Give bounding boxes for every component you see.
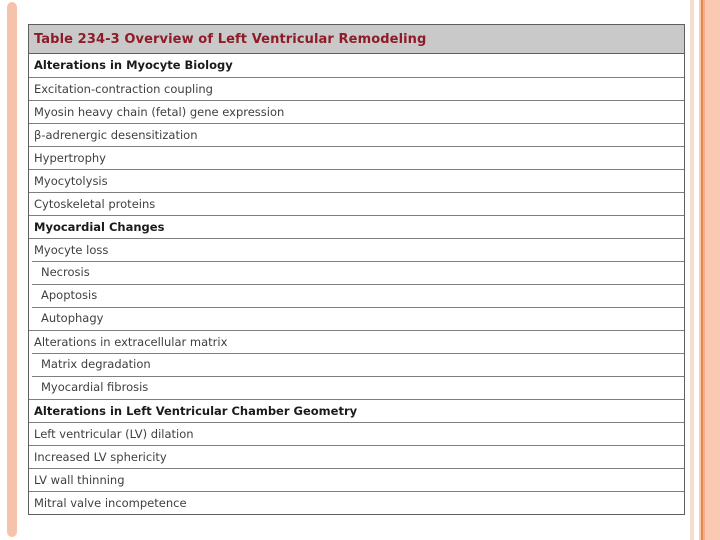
row-label: β-adrenergic desensitization bbox=[34, 128, 198, 142]
row-label: LV wall thinning bbox=[34, 473, 125, 487]
table-row: Myocyte loss bbox=[29, 238, 684, 261]
row-label: Alterations in extracellular matrix bbox=[34, 335, 228, 349]
table-row: Left ventricular (LV) dilation bbox=[29, 422, 684, 445]
table-row: Necrosis bbox=[29, 261, 684, 284]
table-row: Increased LV sphericity bbox=[29, 445, 684, 468]
row-label: Myosin heavy chain (fetal) gene expressi… bbox=[34, 105, 285, 119]
table-row: Mitral valve incompetence bbox=[29, 491, 684, 514]
right-accent-band bbox=[699, 0, 720, 540]
right-accent-band-inner-stripe bbox=[703, 0, 705, 540]
table-row: Alterations in Myocyte Biology bbox=[29, 54, 684, 77]
row-label: Autophagy bbox=[41, 311, 104, 325]
right-accent-band-line bbox=[701, 0, 703, 540]
row-label: Excitation-contraction coupling bbox=[34, 82, 213, 96]
table-row: Apoptosis bbox=[29, 284, 684, 307]
row-label: Increased LV sphericity bbox=[34, 450, 167, 464]
table-row: Myocardial fibrosis bbox=[29, 376, 684, 399]
row-label: Apoptosis bbox=[41, 288, 98, 302]
table-row: Myocytolysis bbox=[29, 169, 684, 192]
row-label: Hypertrophy bbox=[34, 151, 106, 165]
table-body: Alterations in Myocyte Biology Excitation… bbox=[29, 54, 684, 514]
table-title: Table 234-3 Overview of Left Ventricular… bbox=[29, 25, 684, 54]
right-accent-stripe bbox=[690, 0, 694, 540]
left-accent-bar bbox=[7, 2, 17, 537]
row-label: Left ventricular (LV) dilation bbox=[34, 427, 194, 441]
lv-remodeling-table: Table 234-3 Overview of Left Ventricular… bbox=[28, 24, 685, 515]
table-row: β-adrenergic desensitization bbox=[29, 123, 684, 146]
table-row: Myosin heavy chain (fetal) gene expressi… bbox=[29, 100, 684, 123]
table-row: Excitation-contraction coupling bbox=[29, 77, 684, 100]
row-label: Matrix degradation bbox=[41, 357, 151, 371]
table-row: Alterations in Left Ventricular Chamber … bbox=[29, 399, 684, 422]
row-label: Alterations in Left Ventricular Chamber … bbox=[34, 404, 358, 418]
row-label: Necrosis bbox=[41, 265, 90, 279]
row-label: Myocyte loss bbox=[34, 243, 109, 257]
table-row: Hypertrophy bbox=[29, 146, 684, 169]
row-label: Mitral valve incompetence bbox=[34, 496, 187, 510]
table-row: Alterations in extracellular matrix bbox=[29, 330, 684, 353]
table-row: Matrix degradation bbox=[29, 353, 684, 376]
row-label: Cytoskeletal proteins bbox=[34, 197, 156, 211]
table-row: LV wall thinning bbox=[29, 468, 684, 491]
row-label: Myocardial Changes bbox=[34, 220, 165, 234]
table-row: Cytoskeletal proteins bbox=[29, 192, 684, 215]
table-row: Myocardial Changes bbox=[29, 215, 684, 238]
row-label: Myocytolysis bbox=[34, 174, 108, 188]
row-label: Alterations in Myocyte Biology bbox=[34, 58, 233, 72]
row-label: Myocardial fibrosis bbox=[41, 380, 149, 394]
table-row: Autophagy bbox=[29, 307, 684, 330]
